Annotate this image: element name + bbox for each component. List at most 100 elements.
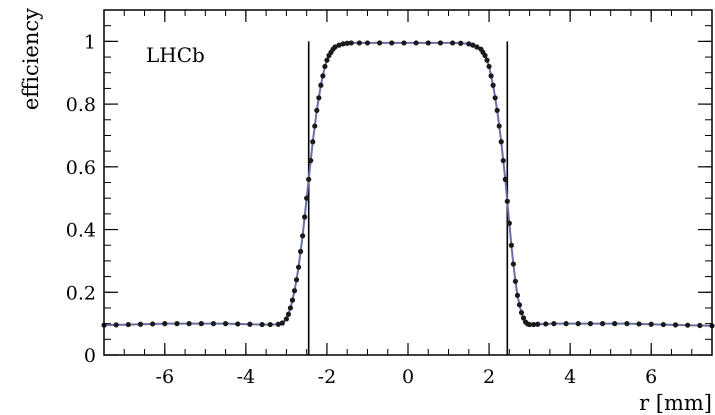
data-point xyxy=(223,321,229,327)
data-point xyxy=(312,123,318,129)
x-tick-label: 6 xyxy=(645,366,657,388)
data-point xyxy=(543,321,549,327)
data-point xyxy=(512,278,519,284)
data-point xyxy=(125,321,131,328)
data-point xyxy=(672,322,679,328)
data-point xyxy=(504,198,510,204)
lhcb-annotation: LHCb xyxy=(146,43,205,67)
y-tick-label: 1 xyxy=(84,31,96,53)
data-point xyxy=(437,40,444,46)
data-point xyxy=(535,321,541,327)
data-point xyxy=(500,157,506,164)
data-point xyxy=(289,297,296,303)
data-point xyxy=(150,321,156,327)
data-point xyxy=(575,321,581,327)
data-point xyxy=(332,44,338,50)
data-point xyxy=(498,139,504,145)
y-tick-label: 0.6 xyxy=(66,157,96,179)
data-point xyxy=(648,321,654,327)
y-tick-label: 0.8 xyxy=(66,94,96,116)
data-point xyxy=(320,73,326,79)
data-point xyxy=(304,195,310,201)
data-point xyxy=(470,42,476,48)
data-point xyxy=(508,242,514,248)
data-point xyxy=(494,107,500,113)
data-point xyxy=(466,41,472,47)
data-point xyxy=(502,176,508,182)
data-point xyxy=(518,310,525,316)
data-point xyxy=(340,41,346,47)
data-point xyxy=(162,321,168,327)
data-point xyxy=(531,321,537,328)
data-point xyxy=(474,44,480,50)
data-point xyxy=(401,40,407,46)
data-point xyxy=(310,139,316,145)
data-point xyxy=(492,95,498,101)
data-point xyxy=(488,73,494,79)
data-point xyxy=(247,321,253,327)
axis-tick-labels: -6 -4 -2 0 2 4 6 0 0.2 0.4 0.6 0.8 1 xyxy=(66,31,657,388)
data-point xyxy=(697,322,703,329)
data-point xyxy=(425,40,431,46)
data-point xyxy=(486,63,492,70)
data-point xyxy=(458,40,464,46)
data-point xyxy=(174,321,180,327)
data-point xyxy=(295,264,302,270)
data-point xyxy=(318,82,324,88)
plot-marks xyxy=(101,40,715,355)
data-point xyxy=(314,107,320,113)
data-point xyxy=(482,52,488,59)
data-point xyxy=(490,82,496,88)
y-tick-label: 0 xyxy=(84,345,96,367)
data-point xyxy=(636,321,642,327)
data-point xyxy=(308,157,314,164)
data-point xyxy=(510,261,516,267)
data-point xyxy=(364,40,371,46)
x-tick-label: -2 xyxy=(318,366,337,388)
data-point xyxy=(306,176,312,182)
x-axis-title: r [mm] xyxy=(639,391,712,415)
data-point xyxy=(587,321,594,327)
data-point xyxy=(137,321,144,327)
data-point xyxy=(279,320,285,326)
data-point xyxy=(599,321,606,327)
data-point xyxy=(267,321,273,328)
data-point xyxy=(484,57,490,63)
x-tick-label: -6 xyxy=(156,366,175,388)
fit-curve xyxy=(103,41,713,327)
data-point xyxy=(275,321,281,327)
data-point xyxy=(259,321,265,328)
data-point xyxy=(186,321,192,327)
data-point xyxy=(624,321,630,327)
x-tick-label: 2 xyxy=(483,366,495,388)
data-point xyxy=(551,321,557,327)
data-point xyxy=(514,292,521,299)
data-point xyxy=(660,321,666,328)
data-point xyxy=(300,233,306,239)
data-point xyxy=(496,123,502,129)
axis-ticks xyxy=(103,9,713,356)
data-point xyxy=(210,321,217,327)
y-axis-title: efficiency xyxy=(19,8,43,110)
data-point xyxy=(389,40,395,46)
data-point xyxy=(344,40,350,46)
data-point xyxy=(283,316,289,322)
data-point xyxy=(322,63,328,70)
data-point xyxy=(377,40,383,46)
data-point xyxy=(449,40,456,46)
data-point xyxy=(302,214,308,220)
data-point xyxy=(516,302,523,308)
data-point xyxy=(316,95,322,101)
data-point xyxy=(324,57,330,63)
data-point xyxy=(336,42,342,48)
data-point xyxy=(291,288,298,294)
data-point xyxy=(563,321,569,327)
data-point xyxy=(527,321,533,328)
data-point xyxy=(297,248,304,255)
data-point xyxy=(413,40,419,46)
data-point xyxy=(235,321,241,327)
data-point xyxy=(287,305,294,311)
data-point xyxy=(612,321,618,327)
data-point xyxy=(520,315,527,321)
